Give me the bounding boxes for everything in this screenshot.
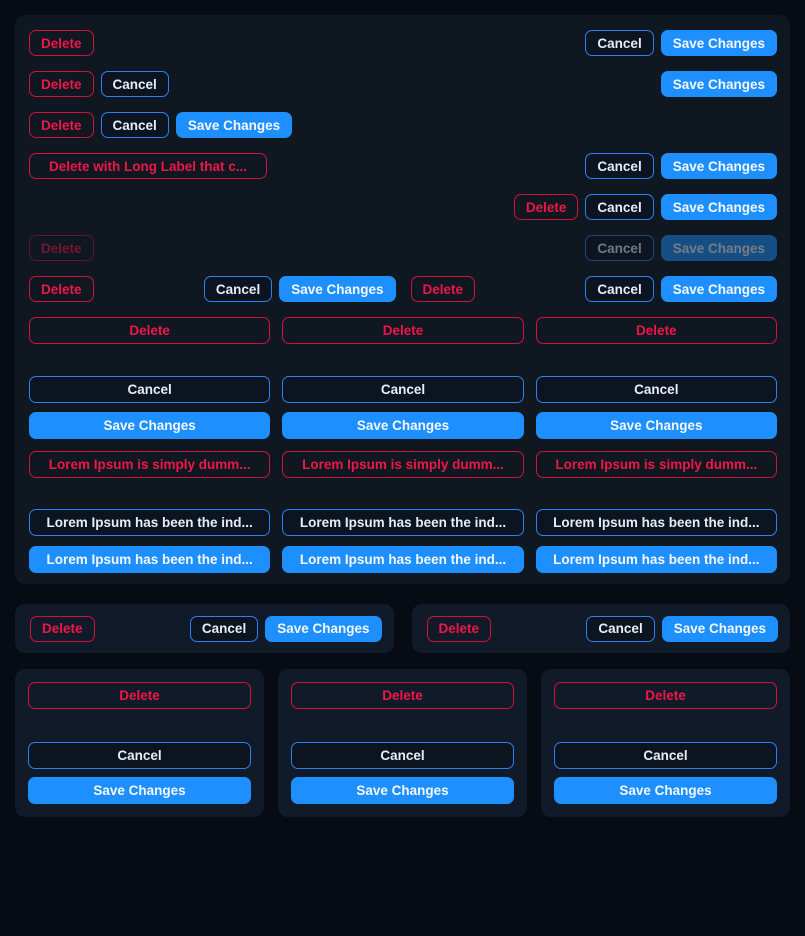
cancel-button[interactable]: Cancel (585, 194, 654, 220)
button-bar: Delete Cancel Save Changes (29, 30, 777, 56)
split-button-row: Delete Cancel Save Changes Delete Cancel Save… (29, 276, 777, 302)
page: { "labels": { "delete": "Delete", "cance… (0, 15, 805, 936)
button-bar: Delete with Long Label that c... Cancel Sa… (29, 153, 777, 179)
button-bar: Delete Cancel Save Changes (29, 71, 777, 97)
action-card: Delete Cancel Save Changes (15, 669, 264, 817)
lorem-danger-button[interactable]: Lorem Ipsum is simply dumm... (29, 451, 271, 478)
cancel-button[interactable]: Cancel (535, 376, 777, 403)
cancel-button[interactable]: Cancel (203, 276, 273, 302)
action-card: Delete Cancel Save Changes (278, 669, 527, 817)
delete-button[interactable]: Delete (30, 615, 95, 642)
cancel-button[interactable]: Cancel (100, 112, 169, 138)
cancel-button[interactable]: Cancel (585, 276, 654, 302)
lorem-secondary-button[interactable]: Lorem Ipsum has been the ind... (282, 509, 524, 536)
save-changes-button[interactable]: Save Changes (661, 615, 778, 642)
delete-button[interactable]: Delete (410, 276, 476, 302)
cancel-button[interactable]: Cancel (554, 742, 777, 769)
save-changes-button[interactable]: Save Changes (175, 112, 293, 138)
lorem-primary-button[interactable]: Lorem Ipsum has been the ind... (282, 546, 524, 573)
save-changes-button[interactable]: Save Changes (660, 30, 777, 56)
button-groups-panel: Delete Cancel Save Changes Delete Cancel Save… (15, 15, 790, 584)
delete-button[interactable]: Delete (29, 30, 94, 56)
footer-toolbar: Delete Cancel Save Changes (411, 604, 790, 653)
delete-button[interactable]: Delete (29, 276, 94, 302)
delete-long-label-button[interactable]: Delete with Long Label that c... (29, 153, 267, 179)
button-bar: Delete Cancel Save Changes (410, 276, 777, 302)
delete-button[interactable]: Delete (535, 317, 777, 344)
save-changes-button[interactable]: Save Changes (28, 777, 251, 804)
save-changes-button[interactable]: Save Changes (554, 777, 777, 804)
flex-spacer (554, 717, 777, 734)
lorem-danger-button[interactable]: Lorem Ipsum is simply dumm... (535, 451, 777, 478)
delete-button[interactable]: Delete (28, 682, 251, 709)
delete-button[interactable]: Delete (29, 317, 271, 344)
save-changes-button[interactable]: Save Changes (279, 276, 396, 302)
button-bar: Delete Cancel Save Changes (29, 194, 777, 220)
save-changes-button-disabled: Save Changes (660, 235, 777, 261)
flex-spacer (28, 717, 251, 734)
full-width-button-row: Lorem Ipsum has been the ind... Lorem Ips… (29, 509, 777, 536)
save-changes-button[interactable]: Save Changes (265, 615, 382, 642)
delete-button[interactable]: Delete (29, 112, 94, 138)
footer-toolbars: Delete Cancel Save Changes Delete Cancel Save… (15, 604, 790, 653)
delete-button[interactable]: Delete (282, 317, 524, 344)
cancel-button[interactable]: Cancel (28, 742, 251, 769)
delete-button[interactable]: Delete (554, 682, 777, 709)
save-changes-button[interactable]: Save Changes (291, 777, 514, 804)
full-width-button-row: Save Changes Save Changes Save Changes (29, 412, 777, 439)
delete-button[interactable]: Delete (291, 682, 514, 709)
cancel-button[interactable]: Cancel (585, 153, 654, 179)
card-grid: Delete Cancel Save Changes Delete Cancel Save… (15, 669, 790, 817)
action-card: Delete Cancel Save Changes (541, 669, 790, 817)
lorem-secondary-button[interactable]: Lorem Ipsum has been the ind... (535, 509, 777, 536)
lorem-primary-button[interactable]: Lorem Ipsum has been the ind... (535, 546, 777, 573)
delete-button-disabled: Delete (29, 235, 94, 261)
lorem-secondary-button[interactable]: Lorem Ipsum has been the ind... (29, 509, 271, 536)
delete-button[interactable]: Delete (426, 615, 492, 642)
button-bar: Delete Cancel Save Changes (29, 276, 396, 302)
lorem-danger-button[interactable]: Lorem Ipsum is simply dumm... (282, 451, 524, 478)
cancel-button[interactable]: Cancel (29, 376, 271, 403)
full-width-button-row: Lorem Ipsum is simply dumm... Lorem Ipsum… (29, 451, 777, 478)
button-bar: Delete Cancel Save Changes (29, 235, 777, 261)
full-width-button-row: Delete Delete Delete (29, 317, 777, 344)
delete-button[interactable]: Delete (29, 71, 94, 97)
lorem-primary-button[interactable]: Lorem Ipsum has been the ind... (29, 546, 271, 573)
cancel-button[interactable]: Cancel (100, 71, 169, 97)
save-changes-button[interactable]: Save Changes (660, 71, 777, 97)
full-width-button-row: Lorem Ipsum has been the ind... Lorem Ips… (29, 546, 777, 573)
save-changes-button[interactable]: Save Changes (29, 412, 271, 439)
save-changes-button[interactable]: Save Changes (660, 194, 777, 220)
save-changes-button[interactable]: Save Changes (660, 153, 777, 179)
cancel-button[interactable]: Cancel (585, 30, 654, 56)
save-changes-button[interactable]: Save Changes (660, 276, 777, 302)
flex-spacer (291, 717, 514, 734)
cancel-button[interactable]: Cancel (189, 615, 259, 642)
button-bar: Delete Cancel Save Changes (29, 112, 777, 138)
cancel-button-disabled: Cancel (585, 235, 654, 261)
cancel-button[interactable]: Cancel (291, 742, 514, 769)
cancel-button[interactable]: Cancel (282, 376, 524, 403)
footer-toolbar: Delete Cancel Save Changes (15, 604, 394, 653)
cancel-button[interactable]: Cancel (586, 615, 655, 642)
save-changes-button[interactable]: Save Changes (535, 412, 777, 439)
delete-button[interactable]: Delete (513, 194, 579, 220)
save-changes-button[interactable]: Save Changes (282, 412, 524, 439)
full-width-button-row: Cancel Cancel Cancel (29, 376, 777, 403)
